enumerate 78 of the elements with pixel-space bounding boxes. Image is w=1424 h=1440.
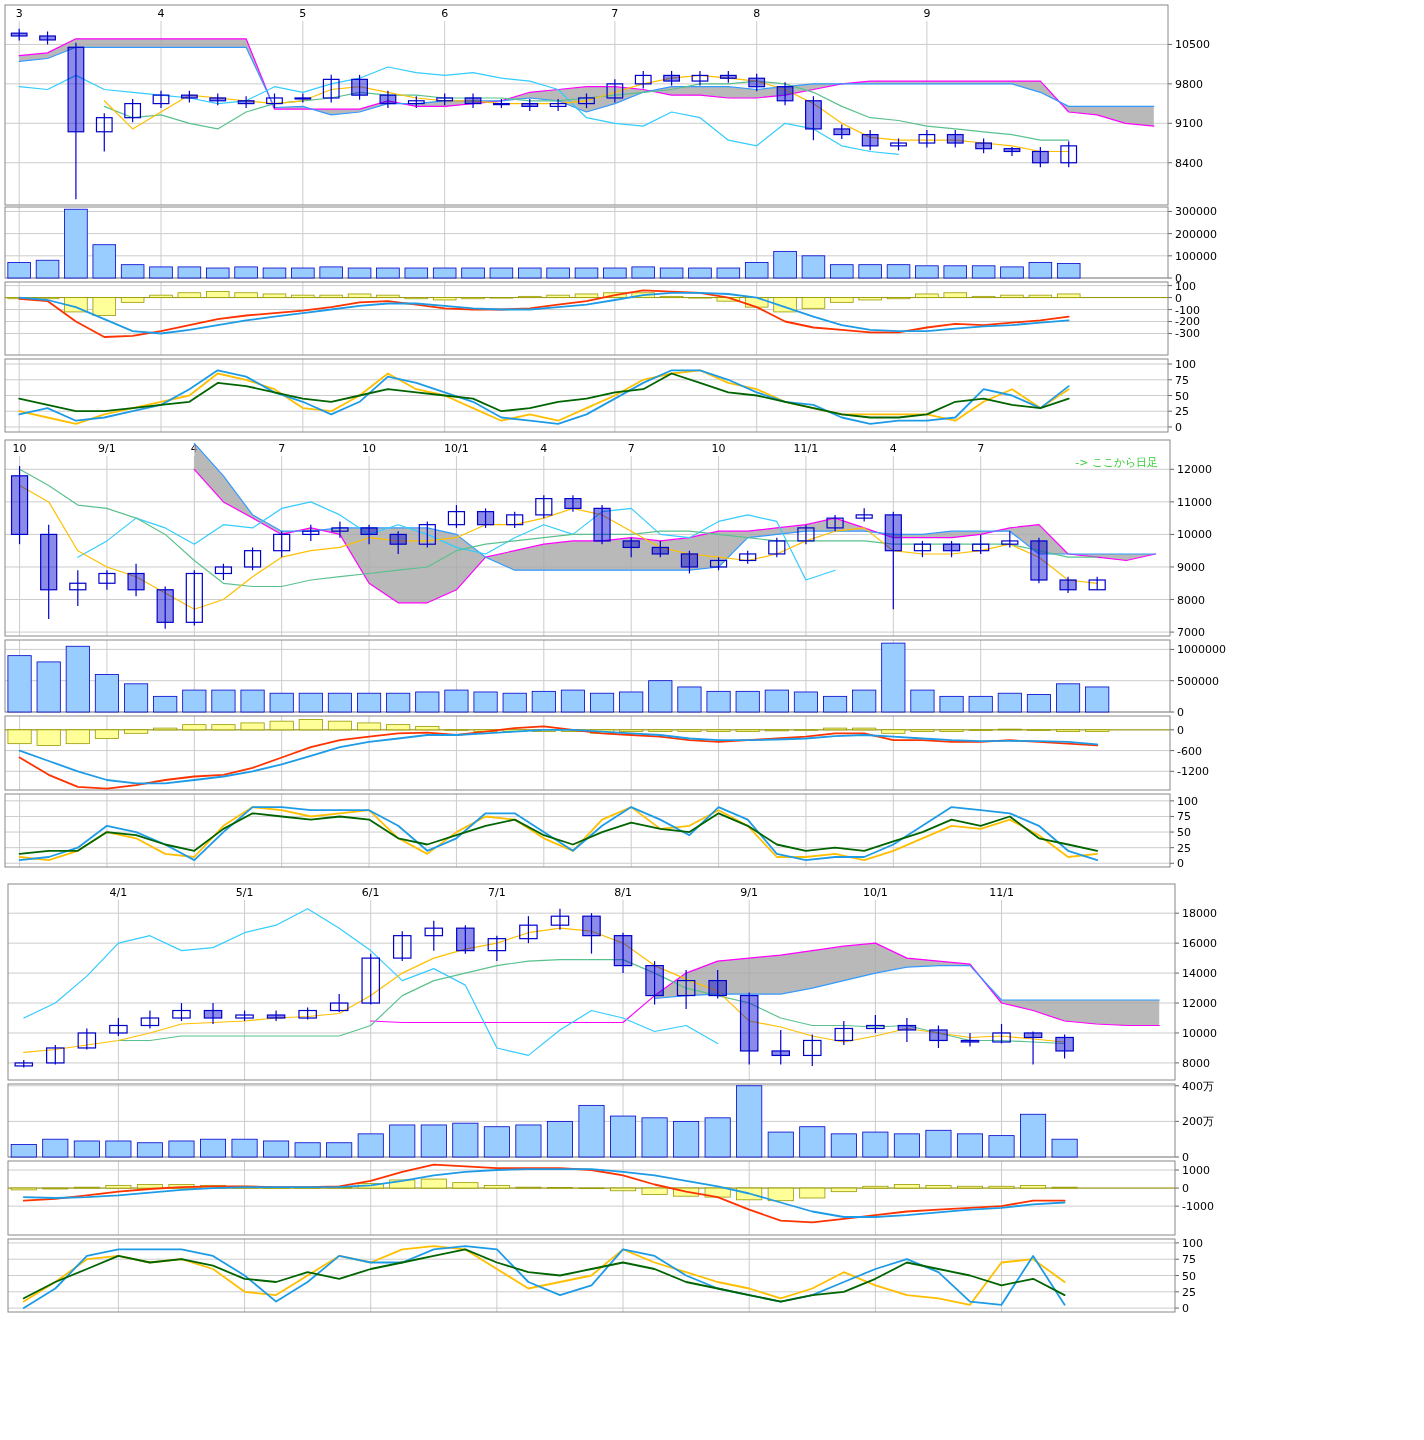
x-tick-label: 7 (278, 442, 286, 455)
x-tick-label: 8/1 (614, 886, 632, 899)
x-tick-label: 4 (157, 7, 165, 20)
y-tick-label: 11000 (1177, 495, 1212, 509)
y-tick-label: 75 (1175, 373, 1189, 387)
y-tick-label: 0 (1177, 723, 1184, 737)
annotation: -> ここから日足 (1075, 456, 1158, 469)
x-tick-label: 5/1 (235, 886, 254, 899)
x-tick-label: 9 (923, 7, 931, 20)
x-tick-label: 4/1 (109, 886, 128, 899)
x-tick-label: 10/1 (444, 442, 469, 455)
x-tick-label: 11/1 (989, 886, 1014, 899)
y-tick-label: 75 (1177, 810, 1191, 824)
y-tick-label: 10000 (1182, 1026, 1217, 1040)
y-tick-label: -600 (1177, 744, 1202, 758)
y-tick-label: 25 (1175, 405, 1189, 419)
y-tick-label: 100 (1177, 794, 1198, 808)
y-tick-label: 300000 (1175, 205, 1217, 219)
y-tick-label: 10500 (1175, 38, 1210, 52)
y-tick-label: 9100 (1175, 117, 1203, 131)
y-tick-label: 8400 (1175, 156, 1203, 170)
y-tick-label: 1000000 (1177, 643, 1226, 657)
x-tick-label: 10 (12, 442, 27, 455)
y-tick-label: 100 (1175, 358, 1196, 372)
x-tick-label: 7 (627, 442, 635, 455)
y-tick-label: 0 (1182, 1182, 1189, 1196)
x-tick-label: 6/1 (361, 886, 380, 899)
y-tick-label: 0 (1177, 857, 1184, 871)
y-tick-label: -1200 (1177, 765, 1209, 779)
y-tick-label: 12000 (1177, 463, 1212, 477)
y-tick-label: 200万 (1182, 1115, 1214, 1129)
y-tick-label: 8000 (1177, 593, 1205, 607)
x-tick-label: 6 (441, 7, 449, 20)
y-tick-label: 400万 (1182, 1079, 1214, 1093)
x-tick-label: 11/1 (793, 442, 819, 455)
x-tick-label: 3 (15, 7, 23, 20)
x-tick-label: 10 (711, 442, 726, 455)
y-tick-label: 500000 (1177, 674, 1219, 688)
y-tick-label: 25 (1182, 1285, 1196, 1299)
y-tick-label: 0 (1177, 706, 1184, 719)
y-tick-label: -100 (1175, 303, 1200, 317)
x-tick-label: 4 (889, 442, 897, 455)
y-tick-label: 50 (1175, 389, 1189, 403)
y-tick-label: -200 (1175, 315, 1200, 329)
y-tick-label: -300 (1175, 327, 1200, 341)
y-tick-label: 200000 (1175, 227, 1217, 241)
y-tick-label: 0 (1175, 291, 1182, 305)
y-tick-label: 8000 (1182, 1056, 1210, 1070)
y-tick-label: 18000 (1182, 907, 1217, 921)
x-tick-label: 10 (362, 442, 377, 455)
y-tick-label: 9800 (1175, 77, 1203, 91)
x-tick-label: 7 (611, 7, 619, 20)
y-tick-label: 0 (1175, 420, 1182, 434)
y-tick-label: 1000 (1182, 1164, 1210, 1178)
x-tick-label: 4 (540, 442, 548, 455)
x-tick-label: 9/1 (98, 442, 116, 455)
y-tick-label: 100 (1182, 1236, 1203, 1250)
y-tick-label: 50 (1182, 1269, 1196, 1283)
y-tick-label: 0 (1182, 1151, 1189, 1164)
x-tick-label: 7 (977, 442, 985, 455)
y-tick-label: 12000 (1182, 997, 1217, 1011)
x-tick-label: 5 (299, 7, 307, 20)
y-tick-label: 0 (1182, 1302, 1189, 1316)
x-tick-label: 4 (190, 442, 198, 455)
y-tick-label: -1000 (1182, 1200, 1214, 1214)
y-tick-label: 75 (1182, 1253, 1196, 1267)
x-tick-label: 9/1 (740, 886, 759, 899)
x-tick-label: 8 (753, 7, 761, 20)
y-tick-label: 14000 (1182, 967, 1217, 981)
x-tick-label: 7/1 (488, 886, 506, 899)
y-tick-label: 9000 (1177, 560, 1205, 574)
y-tick-label: 25 (1177, 841, 1191, 855)
y-tick-label: 50 (1177, 826, 1191, 840)
y-tick-label: 7000 (1177, 626, 1205, 640)
x-tick-label: 10/1 (863, 886, 888, 899)
y-tick-label: 100000 (1175, 249, 1217, 263)
y-tick-label: 16000 (1182, 937, 1217, 951)
y-tick-label: 10000 (1177, 528, 1212, 542)
